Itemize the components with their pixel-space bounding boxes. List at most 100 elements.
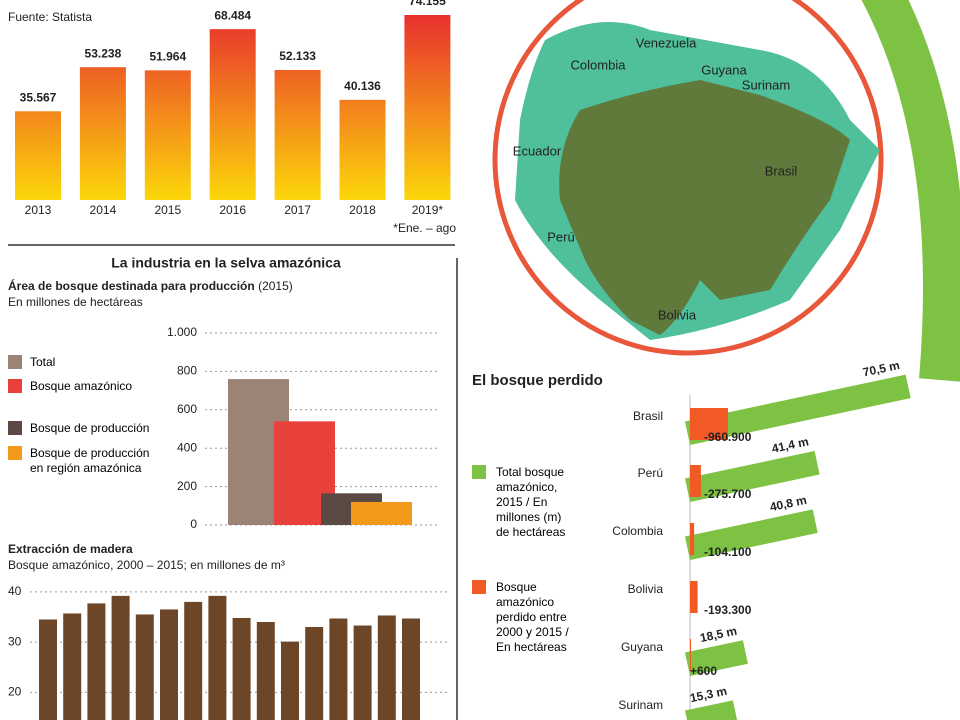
category-label: Guyana: [621, 640, 663, 654]
value-label: 41,4 m: [770, 434, 809, 455]
bar: [135, 614, 154, 720]
value-label: 74.155: [409, 0, 446, 8]
bar: [685, 509, 818, 560]
map-label: Perú: [547, 229, 574, 244]
legend-label: Bosque amazónico: [30, 379, 133, 393]
y-tick-label: 200: [177, 479, 197, 493]
value-label: +600: [690, 664, 717, 678]
bar: [404, 15, 451, 200]
chart-title: El bosque perdido: [472, 372, 603, 389]
bar: [402, 618, 420, 720]
note: *Ene. – ago: [393, 221, 456, 235]
y-tick-label: 30: [8, 634, 22, 648]
decor-arc: [861, 0, 960, 382]
x-tick-label: 2016: [219, 203, 246, 217]
bar: [274, 69, 321, 200]
value-label: 53.238: [85, 46, 122, 60]
legend-label: Total bosque amazónico, 2015 / En millon…: [496, 465, 566, 539]
chart-title-note: (2015): [258, 279, 293, 293]
chart-subtitle: Bosque amazónico, 2000 – 2015; en millon…: [8, 558, 285, 572]
value-label: 70,5 m: [862, 358, 901, 379]
legend-swatch: [8, 446, 22, 460]
bar: [232, 617, 251, 720]
map-label: Guyana: [701, 62, 747, 77]
bar: [39, 619, 57, 720]
legend-label: Bosque amazónico perdido entre 2000 y 20…: [496, 580, 569, 654]
bar: [144, 70, 191, 200]
bar: [690, 581, 698, 613]
y-tick-label: 0: [190, 517, 197, 531]
y-tick-label: 20: [8, 685, 22, 699]
map-label: Brasil: [765, 163, 798, 178]
bar: [111, 595, 130, 720]
bar: [87, 603, 106, 720]
map-label: Venezuela: [636, 35, 697, 50]
value-label: 51.964: [149, 50, 186, 64]
bar: [377, 615, 396, 720]
x-tick-label: 2014: [90, 203, 117, 217]
bar: [256, 622, 275, 720]
value-label: 68.484: [214, 8, 251, 22]
x-tick-label: 2019*: [412, 203, 444, 217]
y-tick-label: 400: [177, 440, 197, 454]
source: Fuente: Statista: [8, 10, 92, 24]
bar: [690, 465, 701, 497]
map: [492, 0, 884, 356]
bar: [79, 67, 126, 200]
bar: [281, 641, 299, 720]
bar: [690, 639, 691, 671]
chart-title: Área de bosque destinada para producción…: [8, 278, 293, 293]
value-label: -104.100: [704, 545, 752, 559]
bar: [208, 595, 227, 720]
value-label: 18,5 m: [699, 624, 738, 645]
category-label: Brasil: [633, 409, 663, 423]
category-label: Surinam: [618, 698, 663, 712]
map-label: Colombia: [571, 57, 627, 72]
category-label: Bolivia: [628, 582, 664, 596]
section-title: La industria en la selva amazónica: [111, 255, 341, 271]
x-tick-label: 2017: [284, 203, 311, 217]
value-label: 15,3 m: [689, 684, 728, 705]
bar: [685, 700, 738, 720]
y-tick-label: 800: [177, 364, 197, 378]
bar: [685, 374, 911, 445]
bar: [209, 29, 256, 201]
bar: [329, 618, 348, 720]
value-label: -275.700: [704, 487, 752, 501]
legend-swatch: [472, 465, 486, 479]
value-label: 40.136: [344, 79, 381, 93]
bar: [685, 450, 820, 502]
bar: [351, 501, 412, 525]
value-label: 35.567: [20, 90, 57, 104]
bar: [160, 609, 178, 720]
chart-title: Área de bosque destinada para producción: [8, 278, 255, 293]
legend-swatch: [8, 379, 22, 393]
y-tick-label: 40: [8, 584, 22, 598]
bar: [339, 99, 386, 200]
chart-subtitle: En millones de hectáreas: [8, 295, 143, 309]
map-land: [559, 80, 850, 335]
value-label: -960.900: [704, 430, 752, 444]
map-label: Surinam: [742, 77, 790, 92]
map-label: Ecuador: [513, 143, 562, 158]
bar: [305, 627, 324, 720]
legend-label: Bosque de producción: [30, 421, 150, 435]
legend-label: Total: [30, 355, 56, 369]
bar: [690, 408, 728, 440]
x-tick-label: 2015: [154, 203, 181, 217]
x-tick-label: 2018: [349, 203, 376, 217]
bar: [184, 601, 203, 720]
bar: [690, 523, 695, 555]
value-label: 52.133: [279, 49, 316, 63]
x-tick-label: 2013: [25, 203, 52, 217]
y-tick-label: 600: [177, 402, 197, 416]
y-tick-label: 1.000: [167, 325, 197, 339]
category-label: Colombia: [612, 524, 663, 538]
legend-swatch: [8, 355, 22, 369]
bar: [685, 640, 748, 676]
map-label: Bolivia: [658, 307, 697, 322]
legend-label: Bosque de producción en región amazónica: [30, 446, 150, 475]
bar: [63, 613, 82, 720]
